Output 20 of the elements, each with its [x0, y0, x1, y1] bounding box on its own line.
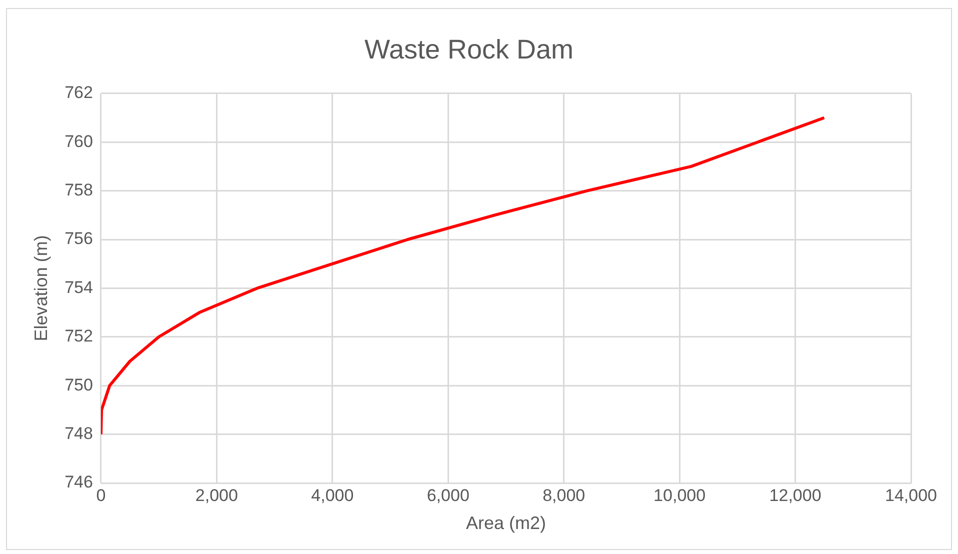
y-tick-label: 762 — [64, 83, 93, 102]
x-tick-label: 14,000 — [885, 486, 937, 505]
y-tick-label: 748 — [64, 424, 93, 443]
y-tick-label: 754 — [64, 278, 93, 297]
x-tick-label: 4,000 — [311, 486, 354, 505]
x-tick-label: 2,000 — [195, 486, 238, 505]
y-tick-label: 756 — [64, 229, 93, 248]
y-tick-label: 746 — [64, 472, 93, 492]
x-tick-label: 12,000 — [769, 486, 822, 505]
y-axis-title: Elevation (m) — [30, 235, 51, 342]
x-tick-label: 0 — [96, 486, 106, 505]
y-tick-label: 760 — [64, 132, 93, 151]
y-tick-label: 758 — [64, 180, 93, 200]
y-tick-label: 750 — [64, 375, 93, 394]
x-tick-label: 8,000 — [542, 486, 586, 505]
x-tick-label: 6,000 — [426, 486, 470, 505]
x-tick-label: 10,000 — [654, 486, 706, 505]
y-tick-label: 752 — [64, 326, 93, 346]
x-axis-title: Area (m2) — [466, 513, 546, 534]
chart-title: Waste Rock Dam — [364, 34, 574, 65]
